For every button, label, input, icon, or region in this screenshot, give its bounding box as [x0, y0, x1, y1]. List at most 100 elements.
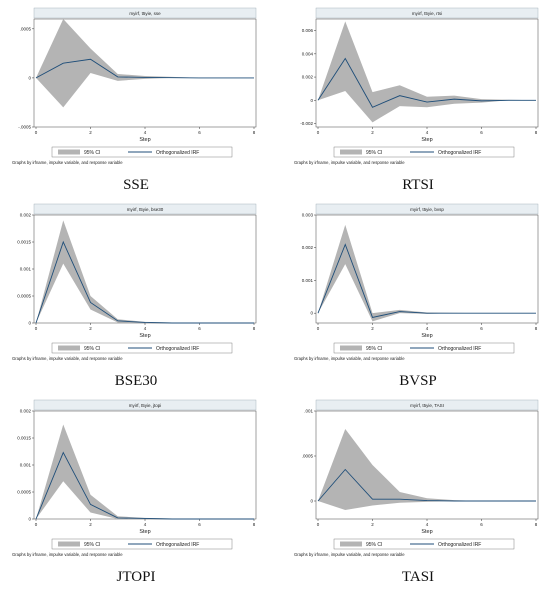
- x-tick-label: 8: [535, 326, 538, 331]
- irf-panel-sse: myirf, t5yie, sse -.0005 0 .0005 0 2 4 6 8 Step 95…: [10, 2, 262, 198]
- y-tick-label: 0: [310, 98, 313, 103]
- y-tick-label: 0: [310, 311, 313, 316]
- legend-ci-swatch: [58, 345, 80, 351]
- y-tick-label: .001: [304, 409, 313, 414]
- x-tick-label: 2: [89, 130, 92, 135]
- y-tick-label: 0: [28, 517, 31, 522]
- x-tick-label: 0: [317, 326, 320, 331]
- legend-irf-label: Orthogonalized IRF: [438, 150, 481, 156]
- legend-ci-label: 95% CI: [366, 150, 382, 156]
- y-tick-label: 0: [310, 499, 313, 504]
- graph-note: Graphs by irfname, impulse variable, and…: [12, 552, 123, 557]
- legend-irf-label: Orthogonalized IRF: [438, 542, 481, 548]
- y-tick-label: -.0005: [18, 125, 31, 130]
- irf-chart-svg: myirf, t5yie, jtopi 0 0.0005 0.001 0.0015 0.0…: [10, 394, 262, 569]
- irf-panel-bvsp: myirf, t5yie, bvsp 0 0.001 0.002 0.003 0 2 4 6 8 S…: [292, 198, 544, 394]
- x-tick-label: 8: [253, 130, 256, 135]
- graph-note: Graphs by irfname, impulse variable, and…: [294, 356, 405, 361]
- panel-caption: TASI: [401, 569, 435, 585]
- x-tick-label: 2: [89, 326, 92, 331]
- y-tick-label: -0.002: [300, 121, 313, 126]
- x-tick-label: 0: [35, 326, 38, 331]
- y-tick-label: .0005: [302, 454, 314, 459]
- legend-irf-label: Orthogonalized IRF: [156, 150, 199, 156]
- x-tick-label: 8: [253, 326, 256, 331]
- x-tick-label: 4: [426, 326, 429, 331]
- x-tick-label: 0: [317, 522, 320, 527]
- x-tick-label: 4: [426, 522, 429, 527]
- irf-chart-svg: myirf, t5yie, bvsp 0 0.001 0.002 0.003 0 2 4 6 8 S…: [292, 198, 544, 373]
- plot-area: [315, 214, 539, 324]
- y-tick-label: 0.002: [302, 245, 314, 250]
- panel-caption: JTOPI: [116, 569, 156, 585]
- y-tick-label: 0: [28, 75, 31, 80]
- graph-note: Graphs by irfname, impulse variable, and…: [294, 552, 405, 557]
- y-tick-label: 0.002: [20, 213, 32, 218]
- plot-title: myirf, t5yie, sse: [129, 11, 161, 16]
- y-tick-label: 0.0005: [17, 490, 31, 495]
- irf-panel-bse30: myirf, t5yie, bse30 0 0.0005 0.001 0.0015 0.0…: [10, 198, 262, 394]
- legend-irf-label: Orthogonalized IRF: [438, 346, 481, 352]
- x-axis-label: Step: [139, 137, 150, 143]
- legend-ci-label: 95% CI: [366, 542, 382, 548]
- plot-title-bar: [33, 399, 257, 411]
- y-tick-label: 0.006: [302, 28, 314, 33]
- y-tick-label: 0.001: [20, 463, 32, 468]
- x-tick-label: 8: [253, 522, 256, 527]
- panel-caption: BVSP: [399, 373, 437, 389]
- irf-chart-svg: myirf, t5yie, TASI 0 .0005 .001 0 2 4 6 8 Step 95%…: [292, 394, 544, 569]
- y-tick-label: 0.003: [302, 213, 314, 218]
- legend-irf-label: Orthogonalized IRF: [156, 346, 199, 352]
- x-axis-label: Step: [139, 333, 150, 339]
- y-tick-label: 0.0005: [17, 294, 31, 299]
- plot-title-bar: [33, 203, 257, 215]
- x-tick-label: 2: [89, 522, 92, 527]
- graph-note: Graphs by irfname, impulse variable, and…: [12, 356, 123, 361]
- x-tick-label: 4: [144, 326, 147, 331]
- plot-title: myirf, t5yie, TASI: [410, 403, 444, 408]
- legend-ci-label: 95% CI: [84, 150, 100, 156]
- x-tick-label: 8: [535, 130, 538, 135]
- legend-ci-swatch: [340, 541, 362, 547]
- irf-panel-jtopi: myirf, t5yie, jtopi 0 0.0005 0.001 0.0015 0.0…: [10, 394, 262, 590]
- ci-band: [318, 21, 536, 123]
- legend-ci-swatch: [58, 541, 80, 547]
- y-tick-label: 0.004: [302, 51, 314, 56]
- x-axis-label: Step: [139, 529, 150, 535]
- x-tick-label: 0: [317, 130, 320, 135]
- plot-title-bar: [315, 203, 539, 215]
- legend-ci-swatch: [58, 149, 80, 155]
- plot-title: myirf, t5yie, bvsp: [410, 207, 444, 212]
- x-tick-label: 6: [198, 130, 201, 135]
- x-tick-label: 0: [35, 522, 38, 527]
- y-tick-label: .0005: [20, 26, 32, 31]
- plot-title-bar: [315, 399, 539, 411]
- plot-title: myirf, t5yie, bse30: [127, 207, 164, 212]
- irf-panel-tasi: myirf, t5yie, TASI 0 .0005 .001 0 2 4 6 8 Step 95%…: [292, 394, 544, 590]
- y-tick-label: 0.0015: [17, 240, 31, 245]
- irf-panel-rtsi: myirf, t5yie, rtsi -0.002 0 0.002 0.004 0.006…: [292, 2, 544, 198]
- x-axis-label: Step: [421, 529, 432, 535]
- legend-irf-label: Orthogonalized IRF: [156, 542, 199, 548]
- graph-note: Graphs by irfname, impulse variable, and…: [294, 160, 405, 165]
- x-axis-label: Step: [421, 137, 432, 143]
- plot-title-bar: [315, 7, 539, 19]
- graph-note: Graphs by irfname, impulse variable, and…: [12, 160, 123, 165]
- x-tick-label: 2: [371, 522, 374, 527]
- panel-caption: SSE: [123, 177, 149, 193]
- y-tick-label: 0.0015: [17, 436, 31, 441]
- legend-ci-label: 95% CI: [84, 346, 100, 352]
- y-tick-label: 0: [28, 321, 31, 326]
- plot-title: myirf, t5yie, jtopi: [129, 403, 162, 408]
- y-tick-label: 0.002: [20, 409, 32, 414]
- ci-band: [36, 220, 254, 323]
- x-tick-label: 2: [371, 130, 374, 135]
- x-axis-label: Step: [421, 333, 432, 339]
- plot-title-bar: [33, 7, 257, 19]
- x-tick-label: 6: [480, 522, 483, 527]
- legend-ci-swatch: [340, 345, 362, 351]
- ci-band: [318, 429, 536, 510]
- x-tick-label: 6: [480, 326, 483, 331]
- irf-chart-svg: myirf, t5yie, sse -.0005 0 .0005 0 2 4 6 8 Step 95…: [10, 2, 262, 177]
- y-tick-label: 0.001: [20, 267, 32, 272]
